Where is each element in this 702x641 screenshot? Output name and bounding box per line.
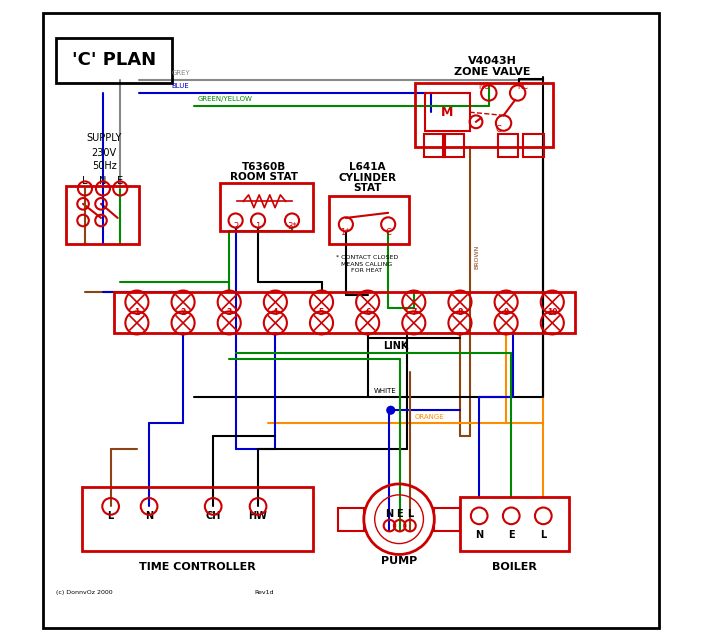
Text: GREEN/YELLOW: GREEN/YELLOW	[197, 96, 252, 103]
Text: (c) DonnvOz 2000: (c) DonnvOz 2000	[56, 590, 113, 595]
Text: 3: 3	[227, 308, 232, 317]
Text: 9: 9	[503, 308, 509, 317]
Text: C: C	[496, 125, 501, 134]
Text: 3*: 3*	[287, 222, 297, 231]
Text: 1: 1	[134, 308, 140, 317]
Text: Rev1d: Rev1d	[255, 590, 274, 595]
Text: WHITE: WHITE	[373, 388, 396, 394]
Text: E: E	[397, 509, 403, 519]
Text: T6360B: T6360B	[242, 162, 286, 172]
Text: 2: 2	[180, 308, 186, 317]
Text: ZONE VALVE: ZONE VALVE	[453, 67, 530, 77]
Text: 5: 5	[319, 308, 324, 317]
Text: ROOM STAT: ROOM STAT	[230, 172, 298, 182]
Text: NC: NC	[517, 82, 529, 91]
Circle shape	[387, 406, 395, 414]
Text: 'C' PLAN: 'C' PLAN	[72, 51, 156, 69]
Text: SUPPLY: SUPPLY	[86, 133, 122, 143]
Text: 8: 8	[457, 308, 463, 317]
Text: HW: HW	[249, 511, 267, 521]
Text: 230V: 230V	[92, 147, 117, 158]
Text: 50Hz: 50Hz	[92, 161, 117, 171]
Text: LINK: LINK	[383, 341, 409, 351]
Text: BOILER: BOILER	[492, 562, 537, 572]
Text: CH: CH	[206, 511, 221, 521]
Text: L: L	[82, 176, 88, 186]
Text: L641A: L641A	[349, 162, 385, 172]
Text: NO: NO	[478, 82, 489, 91]
Text: PUMP: PUMP	[381, 556, 417, 566]
Text: 1: 1	[256, 222, 260, 231]
Text: 10: 10	[547, 308, 557, 317]
Text: TIME CONTROLLER: TIME CONTROLLER	[139, 562, 256, 572]
Text: BROWN: BROWN	[475, 244, 479, 269]
Text: CYLINDER: CYLINDER	[338, 173, 396, 183]
Text: GREY: GREY	[171, 70, 190, 76]
Text: E: E	[117, 176, 124, 186]
Text: MEANS CALLING: MEANS CALLING	[341, 262, 392, 267]
Text: L: L	[107, 511, 114, 521]
Text: L: L	[407, 509, 413, 519]
Text: L: L	[540, 530, 546, 540]
Text: N: N	[475, 530, 483, 540]
Text: * CONTACT CLOSED: * CONTACT CLOSED	[336, 255, 398, 260]
Text: 4: 4	[273, 308, 278, 317]
Text: N: N	[145, 511, 153, 521]
Text: C: C	[385, 228, 391, 237]
Text: N: N	[99, 176, 107, 186]
Text: 1*: 1*	[340, 228, 350, 237]
Text: 6: 6	[365, 308, 370, 317]
Text: 2: 2	[233, 222, 238, 231]
Text: FOR HEAT: FOR HEAT	[352, 268, 383, 273]
Text: STAT: STAT	[353, 183, 381, 194]
Text: 7: 7	[411, 308, 416, 317]
Text: BLUE: BLUE	[171, 83, 190, 89]
Text: ORANGE: ORANGE	[415, 413, 445, 420]
Text: V4043H: V4043H	[468, 56, 517, 66]
Text: M: M	[441, 106, 453, 119]
Text: N: N	[385, 509, 394, 519]
Text: E: E	[508, 530, 515, 540]
